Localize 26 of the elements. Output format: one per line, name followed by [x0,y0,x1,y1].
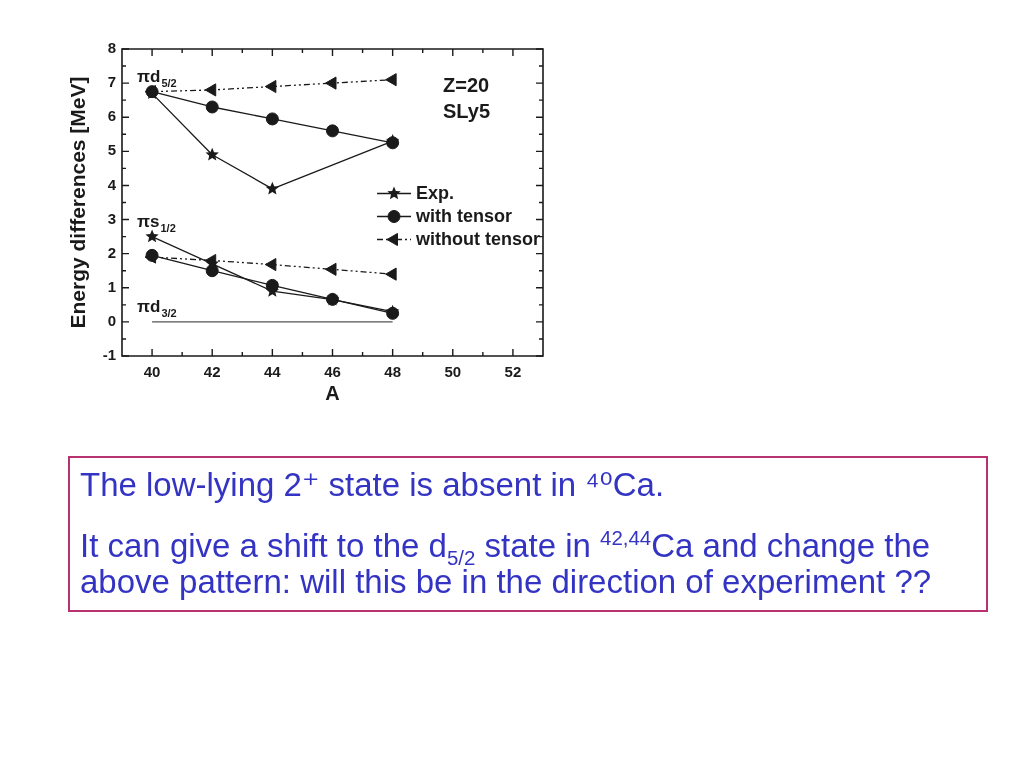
y-tick-label: -1 [102,346,116,364]
annotation: SLy5 [443,100,491,122]
y-tick-label: 7 [107,73,116,91]
y-tick-label: 2 [107,243,116,261]
x-tick-label: 52 [504,363,522,381]
x-tick-label: 44 [264,363,282,381]
y-tick-label: 0 [107,312,116,330]
x-tick-label: 46 [324,363,341,381]
y-tick-label: 3 [107,209,116,227]
y-tick-label: 8 [107,39,116,57]
x-tick-label: 40 [143,363,161,381]
x-tick-label: 48 [384,363,401,381]
x-tick-label: 42 [203,363,221,381]
y-axis-title: Energy differences [MeV] [66,76,90,329]
text: The low-lying 2⁺ state is absent in ⁴⁰Ca. [80,466,666,503]
legend-label: with tensor [415,206,513,227]
legend-label: Exp. [416,183,455,204]
x-axis-title: A [325,381,340,404]
annotation: Z=20 [443,74,490,96]
legend-label: without tensor [415,229,541,250]
text: It can give a shift to the d$_{5/2}$ state in $^{42,44}$Ca and change the above pattern: will this be in the direction of experiment ?? [80,526,933,600]
y-tick-label: 6 [107,107,116,125]
x-tick-label: 50 [444,363,462,381]
y-tick-label: 1 [107,277,116,295]
y-tick-label: 5 [107,141,116,159]
y-tick-label: 4 [107,175,117,193]
